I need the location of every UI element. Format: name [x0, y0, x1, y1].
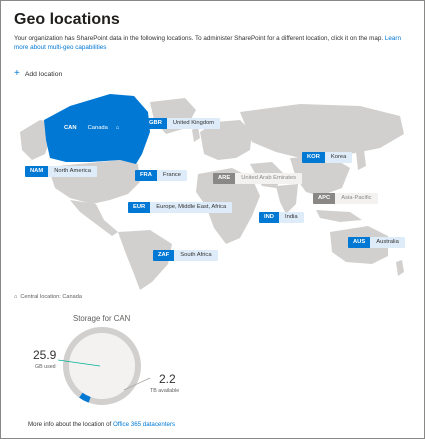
storage-available-label: TB available: [150, 388, 180, 394]
land-japan: [356, 150, 366, 170]
location-pin-ind[interactable]: IND India: [259, 212, 304, 223]
land-uk: [192, 126, 200, 142]
datacenters-link[interactable]: Office 365 datacenters: [112, 421, 176, 428]
land-canada-selected: [44, 94, 150, 164]
central-location-text: Central location: Canada: [20, 294, 82, 300]
description-text: Your organization has SharePoint data in…: [14, 35, 384, 42]
land-mexico: [70, 200, 118, 236]
location-pin-fra[interactable]: FRA France: [135, 170, 187, 181]
footer-text: More info about the location of: [28, 421, 112, 428]
location-pin-gbr[interactable]: GBR United Kingdom: [144, 118, 221, 129]
storage-donut-chart: [63, 327, 141, 405]
add-location-button[interactable]: + Add location: [14, 68, 63, 79]
location-pin-can[interactable]: CAN Canada ⌂: [59, 123, 121, 134]
land-europe: [200, 120, 252, 160]
location-pin-nam[interactable]: NAM North America: [25, 166, 97, 177]
storage-title: Storage for CAN: [73, 314, 131, 323]
location-pin-aus[interactable]: AUS Australia: [348, 237, 405, 248]
footer: More info about the location of Office 3…: [28, 421, 175, 428]
central-location: ⌂ Central location: Canada: [14, 294, 82, 300]
learn-more-link[interactable]: Learn more about multi-geo capabilities: [14, 35, 402, 52]
storage-available-value: 2.2: [159, 372, 176, 386]
donut-used-arc: [79, 392, 91, 403]
location-pin-eur[interactable]: EUR Europe, Middle East, Africa: [128, 202, 233, 213]
location-pin-kor[interactable]: KOR Korea: [302, 152, 353, 163]
land-asia-north: [240, 104, 404, 162]
storage-used-label: GB used: [35, 364, 56, 370]
page-description: Your organization has SharePoint data in…: [14, 34, 414, 53]
land-china: [290, 156, 350, 196]
location-pin-zaf[interactable]: ZAF South Africa: [153, 250, 218, 261]
home-icon: ⌂: [115, 125, 120, 131]
world-map: CAN Canada ⌂ GBR United Kingdom KOR Kore…: [0, 92, 425, 292]
add-location-label: Add location: [24, 70, 63, 78]
plus-icon: +: [14, 68, 20, 79]
location-pin-are[interactable]: ARE United Arab Emirates: [213, 173, 303, 184]
page-title: Geo locations: [14, 11, 120, 28]
land-new-zealand: [396, 260, 404, 276]
storage-used-value: 25.9: [33, 348, 57, 362]
land-alaska: [20, 120, 52, 160]
home-icon: ⌂: [14, 294, 18, 300]
land-south-america: [118, 230, 172, 290]
land-indonesia: [316, 210, 362, 222]
location-pin-apc[interactable]: APC Asia-Pacific: [313, 193, 378, 204]
donut-available-ring: [63, 327, 141, 405]
land-india: [276, 184, 298, 214]
